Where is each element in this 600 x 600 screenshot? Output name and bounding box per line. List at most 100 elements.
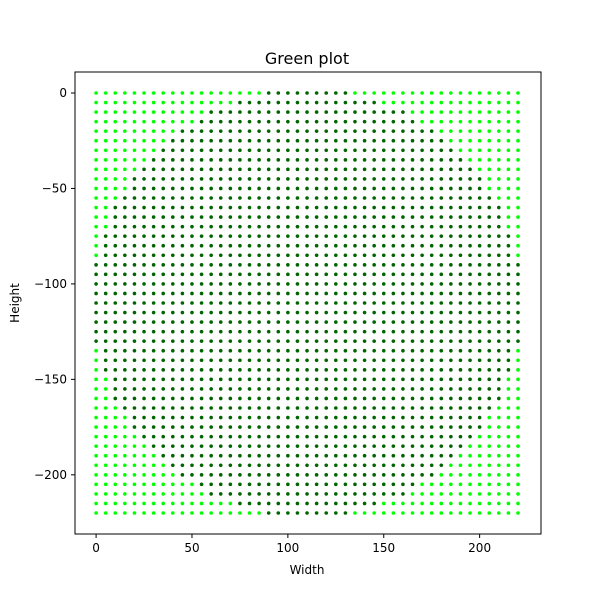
- data-point-inner: [171, 158, 175, 162]
- data-point-outer: [132, 110, 137, 114]
- data-point-inner: [190, 463, 194, 468]
- data-point-inner: [161, 243, 166, 248]
- data-point-inner: [171, 310, 175, 315]
- data-point-outer: [429, 511, 434, 515]
- data-point-inner: [449, 282, 453, 286]
- data-point-outer: [190, 501, 194, 506]
- data-point-outer: [487, 425, 492, 429]
- data-point-inner: [381, 129, 386, 133]
- data-point-inner: [362, 272, 367, 277]
- data-point-inner: [209, 186, 213, 191]
- data-point-inner: [372, 463, 376, 468]
- data-point-inner: [247, 158, 252, 162]
- data-point-outer: [123, 482, 127, 487]
- data-point-inner: [142, 263, 146, 267]
- data-point-inner: [334, 482, 338, 487]
- data-point-inner: [401, 138, 405, 143]
- data-point-outer: [209, 511, 213, 515]
- data-point-inner: [286, 348, 290, 353]
- data-point-inner: [343, 425, 348, 429]
- data-point-inner: [391, 387, 396, 391]
- data-point-inner: [401, 291, 405, 296]
- data-point-inner: [343, 158, 348, 162]
- data-point-inner: [190, 196, 194, 200]
- data-point-outer: [487, 444, 492, 448]
- data-point-inner: [228, 348, 233, 353]
- data-point-outer: [468, 511, 472, 515]
- data-point-inner: [218, 320, 223, 324]
- data-point-inner: [410, 234, 415, 238]
- data-point-outer: [420, 511, 424, 515]
- data-point-inner: [439, 320, 444, 324]
- data-point-inner: [266, 196, 271, 200]
- data-point-outer: [497, 453, 501, 458]
- data-point-inner: [276, 243, 281, 248]
- data-point-inner: [228, 453, 233, 458]
- data-point-inner: [362, 463, 367, 468]
- data-point-inner: [391, 234, 396, 238]
- data-point-inner: [401, 263, 405, 267]
- data-point-inner: [190, 243, 194, 248]
- data-point-outer: [477, 511, 482, 515]
- data-point-inner: [391, 482, 396, 487]
- data-point-inner: [123, 358, 127, 363]
- data-point-outer: [103, 167, 108, 172]
- data-point-inner: [477, 301, 482, 305]
- data-point-inner: [180, 368, 185, 372]
- data-point-inner: [410, 310, 415, 315]
- data-point-inner: [497, 329, 501, 334]
- data-point-inner: [132, 406, 137, 410]
- data-point-outer: [497, 186, 501, 191]
- data-point-inner: [506, 263, 511, 267]
- data-point-inner: [199, 224, 204, 229]
- data-point-inner: [276, 329, 281, 334]
- data-point-inner: [218, 358, 223, 363]
- data-point-inner: [439, 158, 444, 162]
- data-point-inner: [209, 272, 213, 277]
- data-point-outer: [477, 463, 482, 468]
- data-point-outer: [497, 110, 501, 114]
- data-point-outer: [497, 473, 501, 477]
- data-point-inner: [142, 377, 146, 382]
- data-point-inner: [420, 377, 424, 382]
- data-point-inner: [257, 329, 261, 334]
- data-point-inner: [161, 348, 166, 353]
- data-point-outer: [362, 91, 367, 95]
- data-point-inner: [142, 167, 146, 172]
- data-point-inner: [238, 177, 242, 181]
- data-point-inner: [381, 224, 386, 229]
- data-point-inner: [218, 453, 223, 458]
- data-point-outer: [516, 186, 520, 191]
- data-point-outer: [449, 492, 453, 496]
- data-point-inner: [391, 167, 396, 172]
- data-point-inner: [228, 415, 233, 420]
- data-point-inner: [247, 310, 252, 315]
- data-point-outer: [477, 138, 482, 143]
- data-point-inner: [372, 243, 376, 248]
- data-point-inner: [218, 253, 223, 258]
- data-point-inner: [199, 425, 204, 429]
- data-point-inner: [458, 368, 463, 372]
- data-point-outer: [506, 387, 511, 391]
- data-point-inner: [238, 100, 242, 105]
- data-point-inner: [295, 196, 300, 200]
- data-point-inner: [324, 320, 329, 324]
- data-point-inner: [439, 415, 444, 420]
- data-point-inner: [362, 453, 367, 458]
- data-point-inner: [257, 310, 261, 315]
- data-point-inner: [401, 492, 405, 496]
- data-point-inner: [458, 177, 463, 181]
- data-point-inner: [295, 148, 300, 153]
- data-point-inner: [295, 158, 300, 162]
- data-point-inner: [257, 377, 261, 382]
- data-point-outer: [391, 91, 396, 95]
- data-point-outer: [458, 453, 463, 458]
- data-point-inner: [314, 91, 319, 95]
- data-point-inner: [506, 272, 511, 277]
- data-point-inner: [420, 243, 424, 248]
- data-point-inner: [199, 348, 204, 353]
- data-point-inner: [238, 310, 242, 315]
- data-point-inner: [343, 263, 348, 267]
- data-point-inner: [305, 453, 309, 458]
